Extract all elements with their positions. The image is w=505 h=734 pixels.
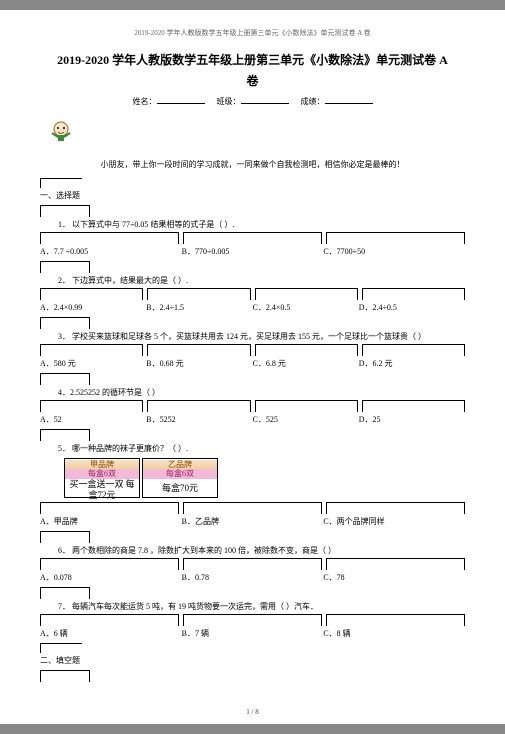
q5-opt-a: A．甲品牌 [40, 516, 182, 527]
q4-opts: A．52 B．5252 C．525 D．25 [40, 414, 465, 425]
name-label: 姓名： [133, 97, 157, 106]
q1-opt-a: A．7.7 ÷0.005 [40, 246, 182, 257]
corner-bracket-2 [40, 643, 82, 653]
q4-stem: 4．2.525252 的循环节是（ ） [58, 387, 465, 398]
q3-bracket [40, 317, 465, 329]
section1-head: 一、选择题 [40, 190, 465, 201]
intro-text: 小朋友，带上你一段时间的学习成就，一同来做个自我检测吧，相信你必定是最棒的！ [40, 159, 465, 170]
q6-opt-brackets [40, 558, 465, 570]
q3-opt-c: C．6.8 元 [253, 358, 359, 369]
q4-opt-d: D．25 [359, 414, 465, 425]
q2-opt-d: D．2.4÷0.5 [359, 302, 465, 313]
q3-opt-d: D．6.2 元 [359, 358, 465, 369]
class-blank [241, 94, 289, 104]
q3-opt-brackets [40, 344, 465, 356]
score-blank [325, 94, 373, 104]
q2-opt-brackets [40, 288, 465, 300]
q4-opt-b: B．5252 [146, 414, 252, 425]
page: 2019-2020 学年人教版数学五年级上册第三单元《小数除法》单元测试卷 A … [0, 10, 505, 724]
sock-comparison: 甲品牌 每盒6双 买一盒送一双 每盒72元 乙品牌 每盒6双 每盒70元 [64, 458, 465, 498]
name-blank [157, 94, 205, 104]
title-line2: 卷 [40, 73, 465, 90]
q7-opt-b: B．7 辆 [182, 628, 324, 639]
meta-row: 姓名： 班级： 成绩： [40, 94, 465, 107]
q4-opt-a: A．52 [40, 414, 146, 425]
brand2-name: 乙品牌 [143, 460, 217, 470]
brand2-box: 乙品牌 每盒6双 每盒70元 [142, 458, 218, 498]
q7-opt-brackets [40, 614, 465, 626]
q2-opt-b: B．2.4÷1.5 [146, 302, 252, 313]
corner-bracket [40, 178, 82, 188]
q3-stem: 3． 学校买来篮球和足球各 5 个，买篮球共用去 124 元，买足球用去 155… [58, 331, 465, 342]
q1-opt-b: B．770÷0.005 [182, 246, 324, 257]
q6-stem: 6． 两个数相除的商是 7.8 ，除数扩大到本来的 100 倍，被除数不变，商是… [58, 545, 465, 556]
q4-opt-c: C．525 [253, 414, 359, 425]
q5-opt-brackets [40, 502, 465, 514]
mascot-icon [46, 117, 465, 149]
q2-stem: 2． 下边算式中，结果最大的是（ ）. [58, 275, 465, 286]
q4-bracket [40, 373, 465, 385]
q7-opt-a: A．6 辆 [40, 628, 182, 639]
q5-opts: A．甲品牌 B．乙品牌 C．两个品牌同样 [40, 516, 465, 527]
brand1-box: 甲品牌 每盒6双 买一盒送一双 每盒72元 [64, 458, 140, 498]
q6-opt-c: C．78 [323, 572, 465, 583]
section2-head: 二、填空题 [40, 655, 465, 666]
brand2-line: 每盒6双 [143, 469, 217, 479]
q6-opt-b: B．0.78 [182, 572, 324, 583]
q7-bracket [40, 587, 465, 599]
q1-opt-c: C．7700÷50 [323, 246, 465, 257]
q5-bracket [40, 429, 465, 441]
q4-opt-brackets [40, 400, 465, 412]
q7-stem: 7． 每辆汽车每次能运货 5 吨，有 19 吨货物要一次运完，需用（ ）汽车． [58, 601, 465, 612]
q2-opt-c: C．2.4×0.5 [253, 302, 359, 313]
q3-opt-b: B．0.68 元 [146, 358, 252, 369]
q7-opts: A．6 辆 B．7 辆 C．8 辆 [40, 628, 465, 639]
q5-opt-b: B．乙品牌 [182, 516, 324, 527]
q6-opt-a: A．0.078 [40, 572, 182, 583]
q3-opts: A．580 元 B．0.68 元 C．6.8 元 D．6.2 元 [40, 358, 465, 369]
q1-stem: 1． 以下算式中与 77÷0.05 结果相等的式子是（ ）. [58, 219, 465, 230]
q7-opt-c: C．8 辆 [323, 628, 465, 639]
brand2-price: 每盒70元 [162, 483, 198, 493]
page-footer: 1 / 8 [0, 708, 505, 716]
score-label: 成绩： [301, 97, 325, 106]
q1-bracket [40, 205, 465, 217]
q2-opt-a: A．2.4×0.99 [40, 302, 146, 313]
brand1-line: 每盒6双 [65, 469, 139, 479]
q6-bracket [40, 531, 465, 543]
running-header: 2019-2020 学年人教版数学五年级上册第三单元《小数除法》单元测试卷 A … [40, 28, 465, 38]
brand1-name: 甲品牌 [65, 460, 139, 470]
class-label: 班级： [217, 97, 241, 106]
q3-opt-a: A．580 元 [40, 358, 146, 369]
q2-bracket [40, 261, 465, 273]
q5-stem: 5． 哪一种品牌的袜子更廉价？（ ）. [58, 443, 465, 454]
q6-opts: A．0.078 B．0.78 C．78 [40, 572, 465, 583]
q1-opts: A．7.7 ÷0.005 B．770÷0.005 C．7700÷50 [40, 246, 465, 257]
brand1-promo: 买一盒送一双 [69, 479, 123, 489]
q5-opt-c: C．两个品牌同样 [323, 516, 465, 527]
sec2-bracket [40, 670, 465, 682]
title-line1: 2019-2020 学年人教版数学五年级上册第三单元《小数除法》单元测试卷 A [40, 52, 465, 69]
q2-opts: A．2.4×0.99 B．2.4÷1.5 C．2.4×0.5 D．2.4÷0.5 [40, 302, 465, 313]
q1-opt-brackets [40, 232, 465, 244]
